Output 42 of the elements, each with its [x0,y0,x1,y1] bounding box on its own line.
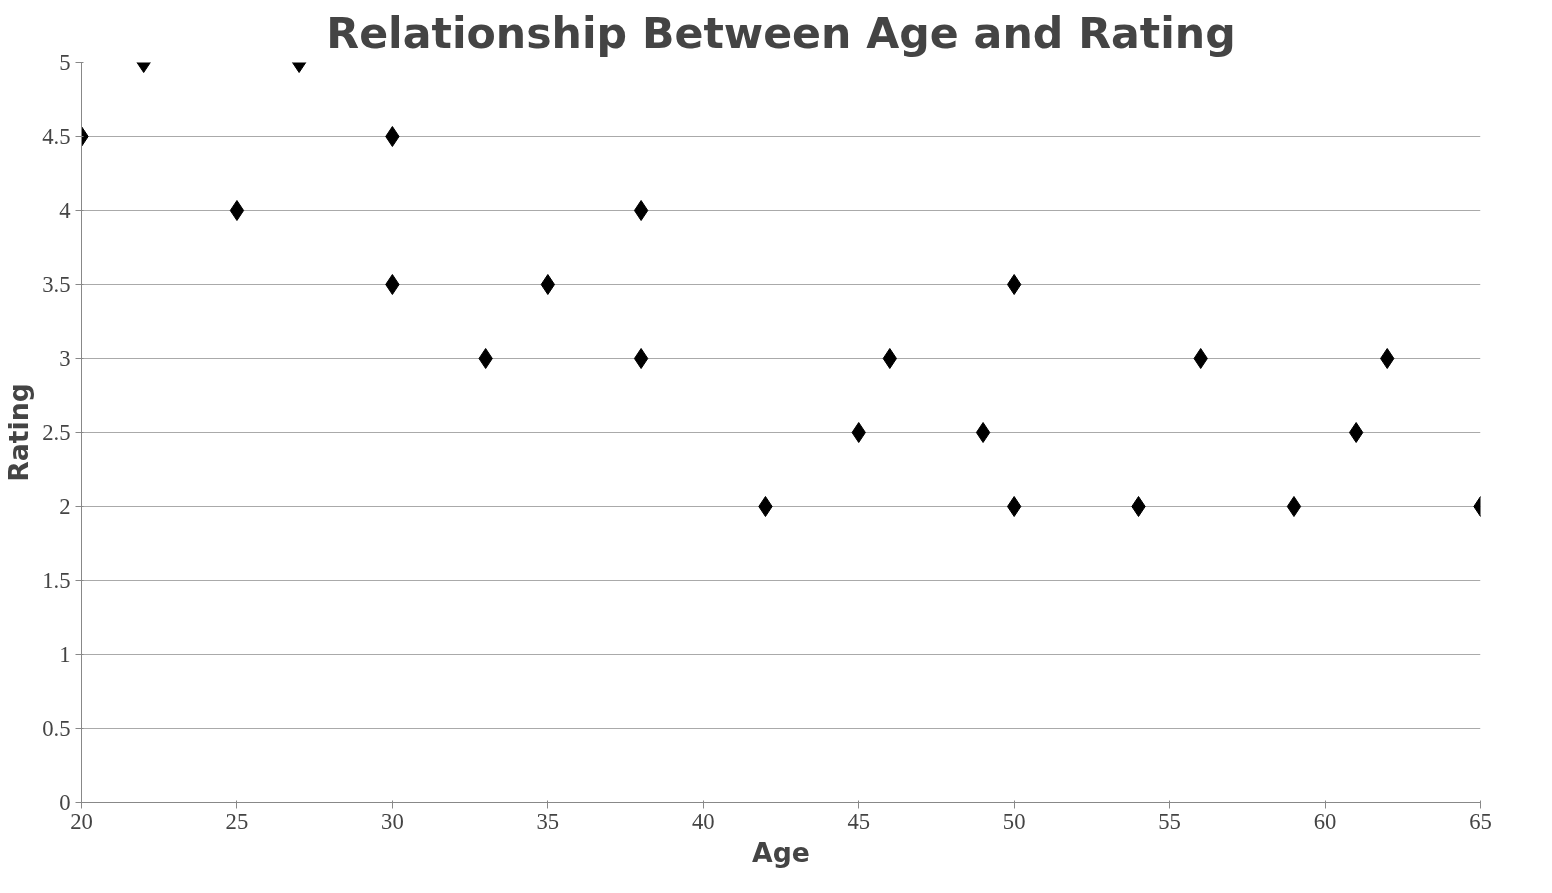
x-tick-label: 40 [691,808,715,834]
point [385,274,400,295]
point [540,274,555,295]
y-tick-label: 1.5 [42,568,71,593]
point [1348,422,1364,443]
y-tick-label: 2 [59,494,71,519]
y-tick-label: 5 [59,50,71,75]
y-tick-label: 0 [59,790,71,815]
point [851,422,866,443]
x-tick-label: 35 [536,808,560,834]
y-tick-label: 3 [59,346,71,371]
y-tick-label: 4.5 [42,124,71,149]
point [229,200,245,221]
point [478,348,493,369]
point [1131,496,1146,517]
x-tick-label: 50 [1002,808,1026,834]
point [975,422,991,443]
y-tick-label: 3.5 [42,272,71,297]
point [385,126,400,147]
x-tick-label: 20 [70,808,93,834]
point [758,496,773,517]
x-tick-label: 25 [225,808,249,834]
point [633,200,649,221]
x-tick-label: 55 [1158,808,1181,834]
point [633,348,649,369]
point [1286,496,1302,517]
chart-title: Relationship Between Age and Rating [326,7,1236,58]
y-tick-label: 0.5 [42,716,71,741]
y-tick-label: 2.5 [42,420,71,445]
x-tick-label: 30 [381,808,404,834]
point [1007,496,1022,517]
x-tick-label: 65 [1469,808,1492,834]
point [882,348,897,369]
x-tick-label: 45 [847,808,871,834]
y-tick-label: 1 [59,642,71,667]
x-axis-title: Age [752,836,810,868]
y-tick-label: 4 [59,198,71,223]
point [1007,274,1022,295]
y-axis-title: Rating [3,383,35,482]
x-tick-label: 60 [1313,808,1337,834]
point [1193,348,1208,369]
point [1380,348,1395,369]
